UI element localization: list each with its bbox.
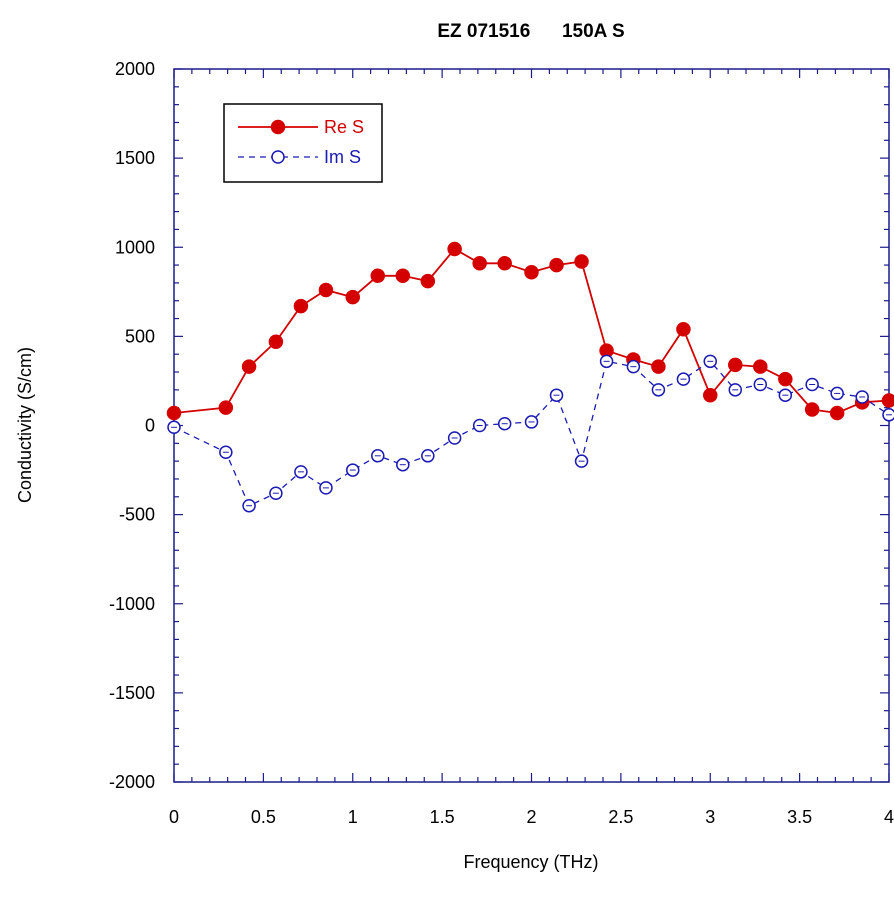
- y-tick-label: -1500: [109, 683, 155, 703]
- data-point-re-s: [525, 266, 538, 279]
- data-point-re-s: [550, 259, 563, 272]
- data-point-re-s: [883, 394, 894, 407]
- y-tick-label: 1000: [115, 237, 155, 257]
- x-axis-label: Frequency (THz): [463, 852, 598, 872]
- y-tick-label: -1000: [109, 594, 155, 614]
- legend-marker-re-s: [272, 121, 285, 134]
- data-point-re-s: [831, 407, 844, 420]
- data-point-re-s: [269, 335, 282, 348]
- data-point-re-s: [575, 255, 588, 268]
- legend-label-im-s: Im S: [324, 147, 361, 167]
- x-tick-label: 1: [348, 807, 358, 827]
- y-tick-label: 1500: [115, 148, 155, 168]
- y-tick-label: 500: [125, 326, 155, 346]
- data-point-re-s: [677, 323, 690, 336]
- x-tick-label: 1.5: [430, 807, 455, 827]
- data-point-re-s: [754, 360, 767, 373]
- data-point-re-s: [421, 275, 434, 288]
- legend-box: [224, 104, 382, 182]
- data-point-re-s: [294, 300, 307, 313]
- x-tick-label: 2.5: [608, 807, 633, 827]
- x-tick-label: 2: [526, 807, 536, 827]
- data-point-re-s: [319, 284, 332, 297]
- y-tick-label: 2000: [115, 59, 155, 79]
- x-tick-label: 0: [169, 807, 179, 827]
- data-point-re-s: [473, 257, 486, 270]
- legend-label-re-s: Re S: [324, 117, 364, 137]
- data-point-re-s: [806, 403, 819, 416]
- data-point-re-s: [498, 257, 511, 270]
- x-tick-label: 3: [705, 807, 715, 827]
- data-point-re-s: [371, 269, 384, 282]
- data-point-re-s: [448, 243, 461, 256]
- data-point-re-s: [243, 360, 256, 373]
- data-point-re-s: [729, 358, 742, 371]
- data-point-re-s: [168, 407, 181, 420]
- y-axis-label: Conductivity (S/cm): [15, 347, 35, 503]
- y-tick-label: -2000: [109, 772, 155, 792]
- data-point-re-s: [346, 291, 359, 304]
- y-tick-label: -500: [119, 505, 155, 525]
- legend-marker-im-s: [272, 151, 284, 163]
- chart-title: EZ 071516 150A S: [437, 21, 624, 42]
- x-tick-label: 0.5: [251, 807, 276, 827]
- data-point-re-s: [652, 360, 665, 373]
- x-tick-label: 3.5: [787, 807, 812, 827]
- data-point-re-s: [779, 373, 792, 386]
- y-tick-label: 0: [145, 416, 155, 436]
- data-point-re-s: [219, 401, 232, 414]
- data-point-re-s: [704, 389, 717, 402]
- x-tick-label: 4: [884, 807, 894, 827]
- data-point-re-s: [396, 269, 409, 282]
